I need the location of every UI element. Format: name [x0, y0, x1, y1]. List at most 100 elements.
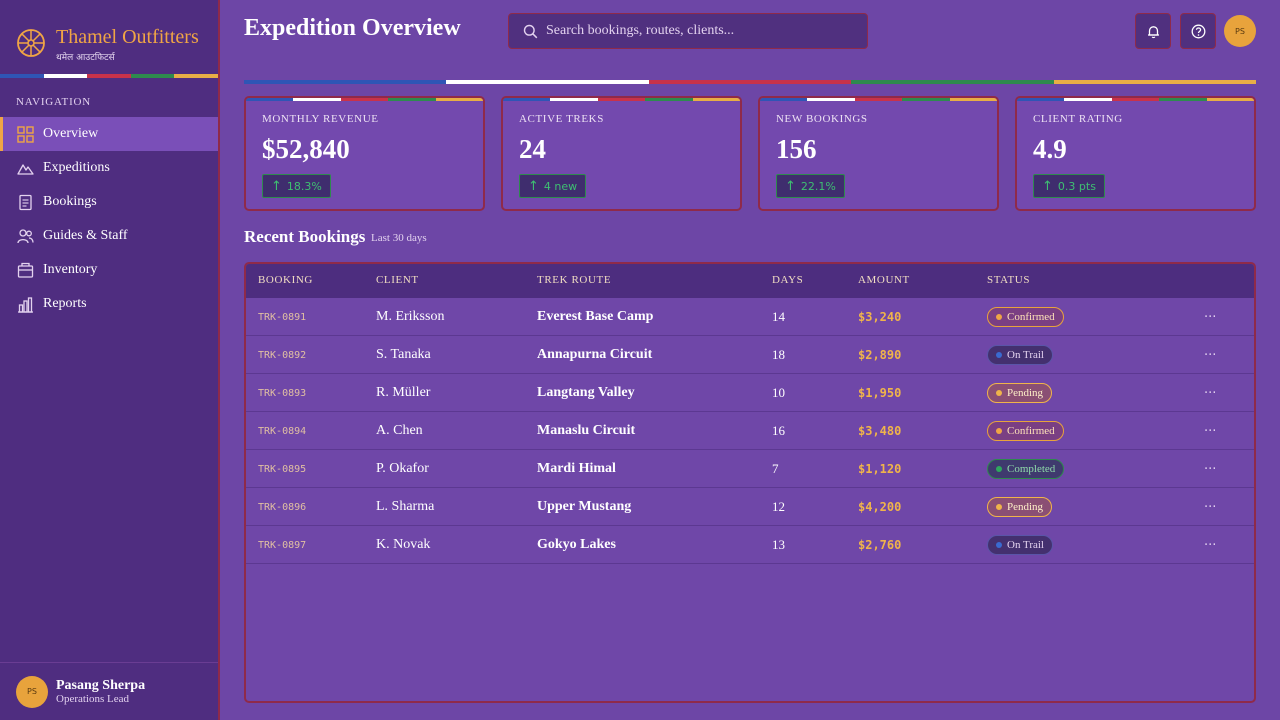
kpi-card-active-treks[interactable]: ACTIVE TREKS 24 ↑ 4 new — [501, 96, 742, 211]
trek-route: Annapurna Circuit — [537, 347, 653, 362]
column-header-status[interactable]: STATUS — [987, 274, 1031, 286]
column-header-days[interactable]: DAYS — [772, 274, 804, 286]
trek-route: Mardi Himal — [537, 461, 616, 476]
card-flag-strip — [760, 98, 997, 101]
column-header-amount[interactable]: AMOUNT — [858, 274, 910, 286]
sidebar-item-label: Inventory — [43, 262, 98, 277]
row-actions-button[interactable]: ··· — [1204, 347, 1217, 363]
table-row[interactable]: TRK-0893 R. Müller Langtang Valley 10 $1,950… — [246, 374, 1254, 412]
table-row[interactable]: TRK-0894 A. Chen Manaslu Circuit 16 $3,480 Co… — [246, 412, 1254, 450]
arrow-up-icon: ↑ — [1042, 178, 1053, 194]
row-actions-button[interactable]: ··· — [1204, 537, 1217, 553]
row-actions-button[interactable]: ··· — [1204, 499, 1217, 515]
search-icon — [523, 24, 538, 38]
sidebar-item-overview[interactable]: Overview — [0, 117, 218, 151]
sidebar-item-label: Expeditions — [43, 160, 110, 175]
search-input[interactable] — [546, 23, 846, 39]
brand[interactable]: Thamel Outfitters थमेल आउटफिटर्स — [16, 26, 199, 63]
help-icon — [1191, 24, 1205, 38]
kpi-delta-badge: ↑ 0.3 pts — [1033, 174, 1105, 198]
client-name: S. Tanaka — [376, 347, 431, 362]
status-cell: Completed — [987, 450, 1065, 488]
kpi-card-client-rating[interactable]: CLIENT RATING 4.9 ↑ 0.3 pts — [1015, 96, 1256, 211]
table-row[interactable]: TRK-0896 L. Sharma Upper Mustang 12 $4,200 Pe… — [246, 488, 1254, 526]
status-cell: On Trail — [987, 526, 1053, 564]
status-badge: Confirmed — [987, 307, 1064, 327]
booking-amount: $2,760 — [858, 538, 902, 552]
status-label: On Trail — [1007, 349, 1044, 361]
sidebar-item-inventory[interactable]: Inventory — [0, 253, 218, 287]
booking-id[interactable]: TRK-0891 — [258, 311, 307, 323]
notifications-button[interactable] — [1135, 13, 1171, 49]
header-avatar[interactable]: PS — [1224, 15, 1256, 47]
sidebar-item-label: Reports — [43, 296, 87, 311]
user-profile[interactable]: PS Pasang Sherpa Operations Lead — [0, 662, 218, 720]
sidebar: Thamel Outfitters थमेल आउटफिटर्स NAVIGAT… — [0, 0, 220, 720]
sidebar-item-label: Bookings — [43, 194, 97, 209]
trek-days: 18 — [772, 347, 785, 362]
status-label: Confirmed — [1007, 311, 1055, 323]
avatar: PS — [16, 675, 48, 708]
card-flag-strip — [246, 98, 483, 101]
sidebar-item-reports[interactable]: Reports — [0, 287, 218, 321]
client-name: P. Okafor — [376, 461, 429, 476]
booking-id[interactable]: TRK-0892 — [258, 349, 307, 361]
status-dot-icon — [996, 390, 1002, 396]
user-name: Pasang Sherpa — [56, 677, 146, 693]
booking-amount: $3,480 — [858, 424, 902, 438]
status-badge: On Trail — [987, 345, 1053, 365]
trek-route: Manaslu Circuit — [537, 423, 636, 438]
kpi-value: 156 — [776, 134, 817, 164]
kpi-delta-value: 22.1% — [800, 179, 836, 193]
booking-id[interactable]: TRK-0897 — [258, 539, 307, 551]
box-icon — [17, 262, 34, 278]
page-title: Expedition Overview — [244, 15, 461, 41]
sidebar-item-bookings[interactable]: Bookings — [0, 185, 218, 219]
booking-id[interactable]: TRK-0896 — [258, 501, 307, 513]
row-actions-button[interactable]: ··· — [1204, 461, 1217, 477]
table-row[interactable]: TRK-0892 S. Tanaka Annapurna Circuit 18 $2,8… — [246, 336, 1254, 374]
client-name: A. Chen — [376, 423, 423, 438]
booking-amount: $4,200 — [858, 500, 902, 514]
status-dot-icon — [996, 466, 1002, 472]
status-label: On Trail — [1007, 539, 1044, 551]
row-actions-button[interactable]: ··· — [1204, 309, 1217, 325]
booking-amount: $3,240 — [858, 310, 902, 324]
sidebar-nav: Overview Expeditions Bookings Guides & S… — [0, 117, 218, 321]
row-actions-button[interactable]: ··· — [1204, 423, 1217, 439]
help-button[interactable] — [1180, 13, 1216, 49]
sidebar-item-expeditions[interactable]: Expeditions — [0, 151, 218, 185]
booking-id[interactable]: TRK-0895 — [258, 463, 307, 475]
bell-icon — [1147, 25, 1159, 38]
booking-id[interactable]: TRK-0893 — [258, 387, 307, 399]
client-name: M. Eriksson — [376, 309, 445, 324]
column-header-client[interactable]: CLIENT — [376, 274, 419, 286]
booking-amount: $2,890 — [858, 348, 902, 362]
search-bar[interactable] — [508, 13, 868, 49]
row-actions-button[interactable]: ··· — [1204, 385, 1217, 401]
table-row[interactable]: TRK-0895 P. Okafor Mardi Himal 7 $1,120 Compl… — [246, 450, 1254, 488]
bookings-table: BOOKING CLIENT TREK ROUTE DAYS AMOUNT ST… — [244, 262, 1256, 703]
kpi-card-new-bookings[interactable]: NEW BOOKINGS 156 ↑ 22.1% — [758, 96, 999, 211]
arrow-up-icon: ↑ — [785, 178, 796, 194]
client-name: L. Sharma — [376, 499, 435, 514]
trek-route: Everest Base Camp — [537, 309, 654, 324]
trek-days: 14 — [772, 309, 785, 324]
sidebar-item-guides-staff[interactable]: Guides & Staff — [0, 219, 218, 253]
kpi-delta-value: 18.3% — [286, 179, 322, 193]
kpi-label: MONTHLY REVENUE — [262, 113, 379, 125]
dharma-wheel-icon — [17, 29, 45, 57]
trek-route: Upper Mustang — [537, 499, 632, 514]
kpi-card-monthly-revenue[interactable]: MONTHLY REVENUE $52,840 ↑ 18.3% — [244, 96, 485, 211]
booking-id[interactable]: TRK-0894 — [258, 425, 307, 437]
table-row[interactable]: TRK-0891 M. Eriksson Everest Base Camp 14 $3… — [246, 298, 1254, 336]
table-row[interactable]: TRK-0897 K. Novak Gokyo Lakes 13 $2,760 On Tr… — [246, 526, 1254, 564]
column-header-trek-route[interactable]: TREK ROUTE — [537, 274, 612, 286]
kpi-delta-badge: ↑ 4 new — [519, 174, 587, 198]
status-cell: On Trail — [987, 336, 1053, 374]
column-header-booking[interactable]: BOOKING — [258, 274, 313, 286]
client-name: R. Müller — [376, 385, 431, 400]
status-cell: Confirmed — [987, 412, 1064, 450]
prayer-flag-strip — [0, 74, 218, 78]
kpi-label: ACTIVE TREKS — [519, 113, 604, 125]
